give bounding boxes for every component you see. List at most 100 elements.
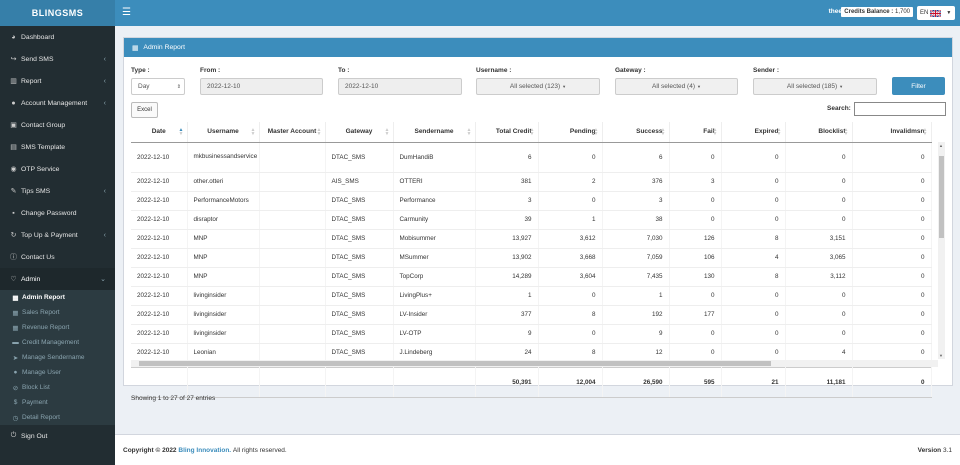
sort-icon: ▲ ▼: [250, 127, 256, 137]
cell-total-credit: 377: [475, 305, 539, 325]
sort-icon: ▲ ▼: [529, 127, 535, 137]
cell-total-credit: 13,927: [475, 229, 539, 249]
sidebar-item-label: OTP Service: [21, 165, 60, 173]
column-header-invalidmsn[interactable]: Invalidmsn ▲ ▼: [852, 122, 932, 143]
brand-logo[interactable]: BLINGSMS: [0, 0, 115, 26]
select-arrows-icon: ⇕: [176, 83, 181, 90]
submenu-item-sales-report[interactable]: ▦ Sales Report: [0, 305, 115, 320]
table-row[interactable]: 2022-12-10 MNP DTAC_SMS MSummer 13,902 3,668 7…: [131, 248, 932, 268]
sender-multiselect[interactable]: All selected (185) ▼: [753, 78, 877, 95]
chevron-left-icon: ‹: [103, 231, 106, 239]
sidebar-item-change-password[interactable]: ▪ Change Password: [0, 202, 115, 224]
share-icon: ↪: [10, 56, 17, 63]
scrollbar-thumb[interactable]: [139, 361, 771, 366]
sidebar-item-report[interactable]: ▥ Report ‹: [0, 70, 115, 92]
sidebar-item-label: Tips SMS: [21, 187, 51, 195]
from-date-value: 2022-12-10: [207, 83, 241, 90]
cell-blocklist: 0: [785, 172, 853, 192]
table-row[interactable]: 2022-12-10 livinginsider DTAC_SMS LV-Inside…: [131, 305, 932, 325]
gateway-selection: All selected (4): [652, 83, 696, 90]
submenu-item-revenue-report[interactable]: ▦ Revenue Report: [0, 320, 115, 335]
submenu-item-manage-sendername[interactable]: ➤ Manage Sendername: [0, 350, 115, 365]
language-select[interactable]: EN ▼: [917, 6, 955, 20]
table-row[interactable]: 2022-12-10 PerformanceMotors DTAC_SMS Perfo…: [131, 191, 932, 211]
cell-fail: 3: [669, 172, 722, 192]
cell-expired: 0: [721, 305, 786, 325]
cell-username: PerformanceMotors: [187, 191, 260, 211]
submenu-item-credit-management[interactable]: ▬ Credit Management: [0, 335, 115, 350]
sidebar-item-dashboard[interactable]: ◕ Dashboard: [0, 26, 115, 48]
username-multiselect[interactable]: All selected (123) ▼: [476, 78, 600, 95]
sign-out-button[interactable]: ⏻ Sign Out: [0, 425, 115, 447]
submenu-item-detail-report[interactable]: ◷ Detail Report: [0, 410, 115, 425]
type-select[interactable]: Day ⇕: [131, 78, 185, 95]
table-row[interactable]: 2022-12-10 disraptor DTAC_SMS Carmunity 39 1 3…: [131, 210, 932, 230]
column-header-success[interactable]: Success ▲ ▼: [602, 122, 670, 143]
cell-total-credit: 6: [475, 142, 539, 173]
sidebar-item-otp-service[interactable]: ◉ OTP Service: [0, 158, 115, 180]
column-header-blocklist[interactable]: Blocklist ▲ ▼: [785, 122, 853, 143]
user-name[interactable]: thee: [828, 8, 842, 15]
totals-row: 50,391 12,004 26,590 595 21 11,181 0: [131, 367, 932, 398]
tips-icon: ✎: [10, 188, 17, 195]
horizontal-scrollbar[interactable]: [131, 360, 938, 367]
company-link[interactable]: Bling Innovation.: [178, 446, 232, 454]
column-header-sendername[interactable]: Sendername ▲ ▼: [393, 122, 476, 143]
table-row[interactable]: 2022-12-10 MNP DTAC_SMS TopCorp 14,289 3,604 7…: [131, 267, 932, 287]
column-header-total-credit[interactable]: Total Credit ▲ ▼: [475, 122, 539, 143]
clock-icon: ◷: [12, 414, 19, 422]
sidebar-item-admin[interactable]: ♡ Admin ⌄: [0, 268, 115, 290]
search-input[interactable]: [854, 102, 946, 116]
table-row[interactable]: 2022-12-10 Leonian DTAC_SMS J.Lindeberg 24 8 1…: [131, 343, 932, 363]
submenu-item-manage-user[interactable]: ● Manage User: [0, 365, 115, 380]
cell-master-account: [259, 210, 326, 230]
cell-success: 7,435: [602, 267, 670, 287]
power-icon: ⏻: [10, 432, 17, 439]
column-header-master-account[interactable]: Master Account ▲ ▼: [259, 122, 326, 143]
table-row[interactable]: 2022-12-10 livinginsider DTAC_SMS LV-OTP 9 0 9…: [131, 324, 932, 344]
copyright-text: Copyright © 2022: [123, 446, 177, 454]
scroll-down-icon[interactable]: ▼: [939, 353, 943, 358]
menu-toggle-icon[interactable]: ☰: [122, 7, 131, 18]
from-date-input[interactable]: 2022-12-10: [200, 78, 323, 95]
excel-export-button[interactable]: Excel: [131, 102, 158, 118]
sidebar-item-label: SMS Template: [21, 143, 66, 151]
table-icon: ▦: [12, 309, 19, 317]
sidebar-item-sms-template[interactable]: ▤ SMS Template: [0, 136, 115, 158]
to-date-input[interactable]: 2022-12-10: [338, 78, 462, 95]
table-row[interactable]: 2022-12-10 other.otteri AIS_SMS OTTERI 381 2 3…: [131, 172, 932, 192]
column-header-expired[interactable]: Expired ▲ ▼: [721, 122, 786, 143]
sidebar-item-account-management[interactable]: ● Account Management ‹: [0, 92, 115, 114]
submenu-item-payment[interactable]: $ Payment: [0, 395, 115, 410]
submenu-item-block-list[interactable]: ⊘ Block List: [0, 380, 115, 395]
total-total-credit: 50,391: [475, 367, 539, 398]
sidebar-item-top-up-payment[interactable]: ↻ Top Up & Payment ‹: [0, 224, 115, 246]
submenu-item-admin-report[interactable]: ▦ Admin Report: [0, 290, 115, 305]
sidebar-item-contact-group[interactable]: ▣ Contact Group: [0, 114, 115, 136]
scrollbar-thumb[interactable]: [939, 156, 944, 238]
scroll-up-icon[interactable]: ▲: [939, 143, 943, 148]
sidebar-item-send-sms[interactable]: ↪ Send SMS ‹: [0, 48, 115, 70]
address-book-icon: ▣: [10, 122, 17, 129]
column-header-gateway[interactable]: Gateway ▲ ▼: [325, 122, 394, 143]
table-row[interactable]: 2022-12-10 MNP DTAC_SMS Mobisummer 13,927 3,6…: [131, 229, 932, 249]
filter-button[interactable]: Filter: [892, 77, 945, 95]
sidebar-item-label: Send SMS: [21, 55, 54, 63]
cell-master-account: [259, 286, 326, 306]
cell-sendername: OTTERI: [393, 172, 476, 192]
column-header-username[interactable]: Username ▲ ▼: [187, 122, 260, 143]
column-header-date[interactable]: Date ▲ ▼: [131, 122, 188, 143]
sort-icon: ▲ ▼: [922, 127, 928, 137]
column-header-pending[interactable]: Pending ▲ ▼: [538, 122, 603, 143]
sidebar-item-contact-us[interactable]: ⓘ Contact Us: [0, 246, 115, 268]
table-row[interactable]: 2022-12-10 mkbusinessandservice DTAC_SMS Du…: [131, 142, 932, 173]
column-header-fail[interactable]: Fail ▲ ▼: [669, 122, 722, 143]
table-row[interactable]: 2022-12-10 livinginsider DTAC_SMS LivingPlu…: [131, 286, 932, 306]
table-info: Showing 1 to 27 of 27 entries: [131, 395, 216, 402]
gateway-multiselect[interactable]: All selected (4) ▼: [615, 78, 738, 95]
version-info: Version 3.1: [918, 447, 952, 454]
search-label: Search:: [827, 105, 851, 112]
sidebar-item-tips-sms[interactable]: ✎ Tips SMS ‹: [0, 180, 115, 202]
total-expired: 21: [721, 367, 786, 398]
vertical-scrollbar[interactable]: ▲ ▼: [938, 142, 945, 359]
